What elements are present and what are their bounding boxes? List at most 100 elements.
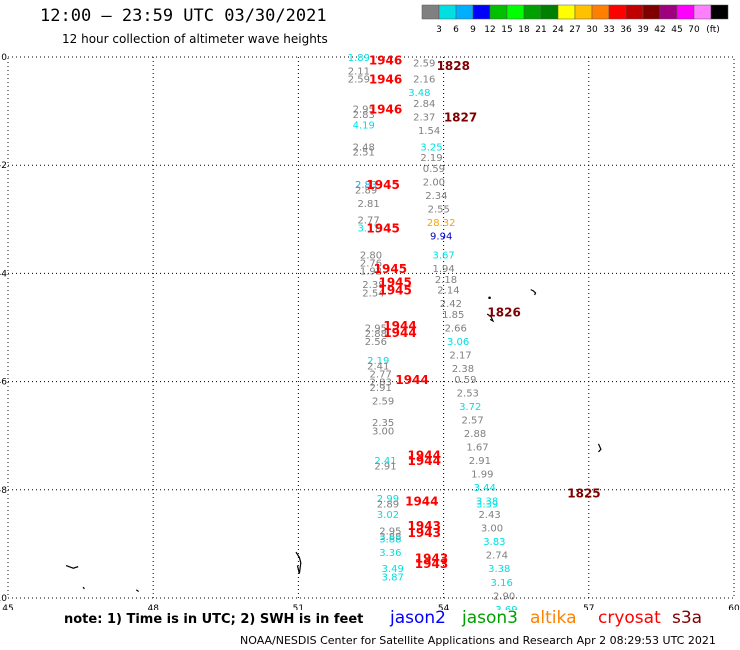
island-coastline <box>82 586 85 590</box>
wave-height-label: 3.88 <box>379 532 401 543</box>
colorbar-legend: 3 6 9 12 15 18 21 24 27 30 33 36 39 42 45 70 (ft) <box>421 4 729 35</box>
colorbar-tick-label: 27 <box>569 25 580 35</box>
wave-height-label: 2.55 <box>428 204 450 215</box>
y-tick-label: -8 <box>0 486 7 496</box>
wave-height-label: 1.85 <box>442 310 464 321</box>
colorbar-tick-label: 24 <box>552 25 564 35</box>
wave-height-label: 3.38 <box>476 497 498 508</box>
island-coastline <box>65 564 79 569</box>
wave-height-label: 2.41 <box>374 456 396 467</box>
wave-height-label: 2.00 <box>423 177 445 188</box>
x-tick-label: 57 <box>583 604 594 610</box>
wave-height-label: 3.36 <box>379 548 401 559</box>
x-tick-label: 51 <box>293 604 304 610</box>
wave-height-label: 2.11 <box>348 67 370 78</box>
wave-height-label: 2.35 <box>372 418 394 429</box>
wave-height-label: 2.80 <box>360 250 382 261</box>
colorbar-tick-label: 18 <box>518 25 530 35</box>
chart-title: 12:00 – 23:59 UTC 03/30/2021 <box>40 6 327 26</box>
wave-height-label: 9.94 <box>430 232 452 243</box>
wave-height-label: 2.42 <box>440 299 462 310</box>
wave-height-label: 2.56 <box>365 337 387 348</box>
satellite-legend-altika: altika <box>530 608 577 628</box>
wave-height-label: 2.90 <box>493 591 515 602</box>
wave-height-label: 3.87 <box>382 572 404 583</box>
wave-height-label: 3.67 <box>432 250 454 261</box>
wave-height-label: 2.19 <box>420 153 442 164</box>
satellite-legend-jason2: jason2 <box>390 608 446 628</box>
wave-height-label: 2.51 <box>353 148 375 159</box>
pass-time-label: 1944 <box>405 495 438 509</box>
wave-height-label: 1.54 <box>418 126 440 137</box>
wave-height-label: 2.66 <box>445 324 467 335</box>
colorbar-tick-label: 70 <box>688 25 700 35</box>
wave-height-label: 2.95 <box>353 104 375 115</box>
colorbar-tick-label: 6 <box>453 25 459 35</box>
wave-height-label: 2.59 <box>372 397 394 408</box>
wave-height-label: 2.91 <box>374 461 396 472</box>
pass-time-label: 1943 <box>408 519 441 533</box>
wave-height-label: 2.43 <box>478 510 500 521</box>
colorbar-tick-label: 30 <box>586 25 598 35</box>
pass-time-label: 1944 <box>408 454 441 468</box>
wave-height-label: 3.69 <box>495 605 517 610</box>
wave-height-label: 3.25 <box>420 142 442 153</box>
pass-time-label: 1828 <box>437 59 470 73</box>
units-note: note: 1) Time is in UTC; 2) SWH is in fe… <box>64 612 364 627</box>
colorbar-tick-label: 9 <box>470 25 476 35</box>
wave-height-label: 2.81 <box>357 199 379 210</box>
wave-height-label: 2.83 <box>370 378 392 389</box>
wave-height-label: 3.48 <box>408 88 430 99</box>
x-tick-label: 54 <box>438 604 450 610</box>
wave-height-label: 3.44 <box>474 483 496 494</box>
wave-height-label: 3.00 <box>481 524 503 535</box>
wave-height-label: 2.18 <box>435 275 457 286</box>
wave-height-label: 2.59 <box>348 75 370 86</box>
island-dot <box>488 296 491 300</box>
wave-height-label: 1.92 <box>360 267 382 278</box>
pass-time-label: 1943 <box>408 526 441 540</box>
wave-height-label: 2.16 <box>413 75 435 86</box>
wave-height-label: 4.19 <box>353 121 375 132</box>
x-tick-label: 60 <box>728 604 740 610</box>
wave-height-label: 2.99 <box>377 494 399 505</box>
wave-height-label: 2.95 <box>379 526 401 537</box>
wave-height-label: 2.77 <box>370 369 392 380</box>
wave-height-label: 1.99 <box>471 470 493 481</box>
wave-height-label: 3.83 <box>483 537 505 548</box>
pass-time-label: 1944 <box>383 326 416 340</box>
y-tick-label: -2 <box>0 161 7 171</box>
wave-height-label: 2.59 <box>413 58 435 69</box>
pass-time-label: 1943 <box>415 551 448 565</box>
y-tick-label: -10 <box>0 594 7 604</box>
pass-time-label: 1945 <box>374 262 407 276</box>
units-label: (ft) <box>706 25 720 35</box>
wave-height-label: 28.32 <box>427 218 456 229</box>
wave-height-label: 2.53 <box>457 388 479 399</box>
wave-height-label: 2.34 <box>425 191 447 202</box>
colorbar-tick-label: 3 <box>436 25 442 35</box>
wave-height-label: 2.19 <box>367 356 389 367</box>
pass-time-label: 1825 <box>567 487 600 501</box>
wave-height-label: 2.48 <box>353 142 375 153</box>
colorbar-tick-label: 15 <box>501 25 512 35</box>
island-coastline <box>135 589 140 593</box>
x-tick-label: 45 <box>2 604 13 610</box>
wave-height-label: 2.95 <box>365 324 387 335</box>
plot-frame <box>7 56 735 599</box>
wave-height-label: 2.14 <box>437 286 459 297</box>
wave-height-label: 2.17 <box>449 351 471 362</box>
satellite-legend-cryosat: cryosat <box>598 608 661 628</box>
island-coastline <box>295 551 302 574</box>
wave-height-label: 2.38 <box>452 364 474 375</box>
x-tick-label: 48 <box>147 604 159 610</box>
wave-height-label: 2.74 <box>486 551 508 562</box>
colorbar-tick-label: 42 <box>654 25 665 35</box>
wave-height-label: 2.89 <box>377 499 399 510</box>
pass-time-label: 1827 <box>444 111 477 125</box>
colorbar-tick-label: 45 <box>671 25 682 35</box>
pass-time-label: 1945 <box>378 276 411 290</box>
colorbar-tick-label: 12 <box>484 25 495 35</box>
pass-time-label: 1946 <box>369 102 402 116</box>
pass-time-label: 1826 <box>487 305 520 319</box>
